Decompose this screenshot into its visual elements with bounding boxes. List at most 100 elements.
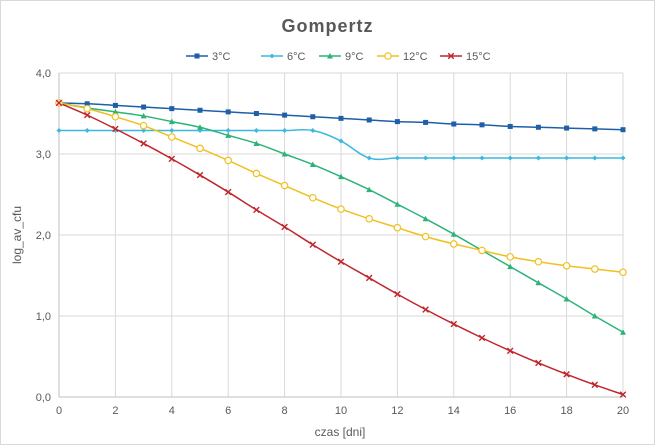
data-point bbox=[620, 127, 626, 133]
data-point bbox=[450, 231, 457, 237]
data-point bbox=[422, 215, 429, 222]
data-point bbox=[337, 205, 345, 213]
y-tick-label: 3,0 bbox=[36, 149, 51, 161]
data-point bbox=[197, 124, 203, 130]
data-point bbox=[84, 128, 90, 134]
data-point bbox=[591, 381, 599, 389]
data-point bbox=[563, 371, 570, 378]
data-point bbox=[535, 359, 542, 367]
data-point bbox=[506, 253, 515, 261]
x-marker-stroke bbox=[394, 290, 401, 298]
series-markers bbox=[55, 99, 627, 398]
data-point bbox=[141, 104, 147, 110]
data-point bbox=[224, 156, 233, 165]
data-point bbox=[112, 108, 119, 115]
data-point bbox=[563, 295, 570, 302]
data-point bbox=[139, 121, 148, 130]
data-point bbox=[253, 128, 259, 134]
data-point bbox=[422, 306, 429, 313]
data-point bbox=[169, 106, 175, 112]
data-point bbox=[534, 257, 543, 266]
data-point bbox=[591, 313, 598, 319]
data-point bbox=[394, 155, 400, 161]
data-point bbox=[168, 118, 175, 125]
legend-swatch-marker bbox=[384, 52, 392, 60]
x-tick-label: 20 bbox=[617, 405, 629, 417]
data-point bbox=[112, 102, 118, 108]
x-marker-stroke bbox=[506, 347, 514, 355]
data-point bbox=[506, 347, 514, 355]
axes bbox=[58, 73, 623, 398]
data-point bbox=[507, 263, 514, 270]
data-point bbox=[253, 111, 259, 116]
data-point bbox=[112, 125, 119, 133]
x-marker-stroke bbox=[591, 381, 599, 389]
x-marker-stroke bbox=[563, 371, 570, 378]
x-marker-stroke bbox=[55, 99, 63, 107]
data-point bbox=[337, 258, 345, 266]
data-point bbox=[451, 155, 457, 161]
data-point bbox=[196, 171, 204, 179]
legend: 3°C 6°C 9°C 12°C 15°C bbox=[186, 51, 491, 63]
x-tick-label: 0 bbox=[56, 405, 62, 417]
data-point bbox=[225, 109, 231, 115]
data-point bbox=[394, 290, 401, 298]
x-marker-stroke bbox=[365, 274, 373, 282]
x-marker-stroke bbox=[422, 306, 429, 313]
data-point bbox=[592, 155, 598, 161]
data-point bbox=[282, 112, 288, 118]
data-point bbox=[141, 128, 147, 134]
x-tick-label: 14 bbox=[448, 405, 460, 417]
legend-swatch-marker bbox=[447, 52, 455, 60]
data-point bbox=[56, 128, 62, 134]
data-point bbox=[423, 155, 429, 161]
data-point bbox=[450, 320, 458, 328]
data-point bbox=[140, 140, 147, 147]
data-point bbox=[479, 122, 485, 128]
y-tick-label: 4,0 bbox=[36, 68, 51, 80]
y-tick-labels: 0,0 1,0 2,0 3,0 4,0 bbox=[36, 68, 51, 404]
data-point bbox=[308, 193, 317, 202]
x-tick-label: 2 bbox=[112, 405, 118, 417]
data-point bbox=[564, 155, 570, 161]
y-tick-label: 2,0 bbox=[36, 230, 51, 242]
y-axis-title: log_av_cfu bbox=[10, 206, 24, 264]
data-point bbox=[310, 114, 316, 120]
legend-label: 12°C bbox=[403, 51, 428, 63]
data-point bbox=[309, 161, 316, 168]
data-point bbox=[451, 121, 457, 127]
x-marker-stroke bbox=[112, 125, 119, 133]
x-marker-stroke bbox=[337, 258, 345, 266]
data-point bbox=[196, 144, 204, 153]
x-marker-stroke bbox=[447, 52, 455, 60]
data-point bbox=[111, 112, 120, 121]
series-marker-group bbox=[55, 99, 627, 398]
data-point bbox=[478, 334, 486, 342]
data-point bbox=[197, 107, 203, 113]
x-tick-label: 18 bbox=[560, 405, 572, 417]
data-point bbox=[309, 241, 317, 249]
legend-label: 6°C bbox=[287, 51, 306, 63]
data-point bbox=[83, 104, 92, 113]
data-point bbox=[393, 223, 402, 232]
legend-item: 9°C bbox=[319, 51, 364, 63]
x-marker-stroke bbox=[309, 241, 317, 249]
data-point bbox=[479, 155, 485, 161]
y-tick-label: 1,0 bbox=[36, 311, 51, 323]
x-marker-stroke bbox=[196, 171, 204, 179]
data-point bbox=[169, 128, 175, 134]
legend-swatch-marker bbox=[269, 53, 275, 59]
data-point bbox=[281, 151, 288, 157]
data-point bbox=[394, 119, 400, 125]
grid-lines bbox=[58, 72, 624, 398]
data-point bbox=[338, 173, 344, 180]
x-marker-stroke bbox=[478, 334, 486, 342]
legend-item: 3°C bbox=[186, 51, 231, 63]
x-marker-stroke bbox=[168, 155, 176, 163]
data-point bbox=[253, 206, 260, 214]
chart-title: Gompertz bbox=[281, 16, 374, 36]
data-point bbox=[449, 240, 458, 248]
x-marker-stroke bbox=[253, 206, 260, 214]
